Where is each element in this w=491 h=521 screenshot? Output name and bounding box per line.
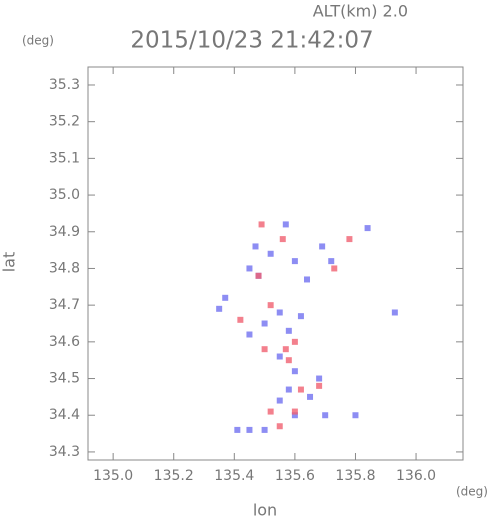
- echo-point: [304, 276, 311, 283]
- x-tick-label: 135.0: [93, 468, 133, 484]
- y-tick-label: 35.3: [49, 77, 80, 93]
- echo-point: [297, 313, 304, 320]
- echo-point: [276, 309, 283, 316]
- echo-point: [346, 236, 353, 243]
- x-axis-label: lon: [253, 501, 277, 520]
- echo-point: [237, 316, 244, 323]
- echo-point: [258, 221, 265, 228]
- x-tick-label: 135.4: [214, 468, 254, 484]
- x-unit: (deg): [456, 485, 488, 499]
- echo-point: [331, 265, 338, 272]
- echo-point: [246, 331, 253, 338]
- echo-point: [285, 386, 292, 393]
- x-tick-label: 135.6: [275, 468, 315, 484]
- echo-point: [291, 368, 298, 375]
- y-tick-label: 34.9: [49, 224, 80, 240]
- echo-point: [216, 305, 223, 312]
- echo-point: [267, 250, 274, 257]
- echo-point: [276, 397, 283, 404]
- echo-point: [307, 393, 314, 400]
- plot-frame: [87, 66, 464, 461]
- echo-point: [261, 320, 268, 327]
- y-tick-label: 34.6: [49, 334, 80, 350]
- echo-point: [316, 382, 323, 389]
- echo-point: [285, 357, 292, 364]
- echo-point: [267, 302, 274, 309]
- annotation: ALT(km) 2.0: [313, 2, 408, 21]
- echo-point: [222, 294, 229, 301]
- echo-point: [261, 426, 268, 433]
- y-tick-label: 34.7: [49, 297, 80, 313]
- y-tick-label: 35.2: [49, 114, 80, 130]
- y-unit: (deg): [22, 34, 54, 48]
- echo-point: [282, 221, 289, 228]
- echo-point: [322, 412, 329, 419]
- echo-point: [276, 353, 283, 360]
- x-tick-label: 136.0: [396, 468, 436, 484]
- echo-point: [291, 338, 298, 345]
- echo-point: [252, 243, 259, 250]
- echo-point: [291, 258, 298, 265]
- echo-point: [352, 412, 359, 419]
- echo-point: [291, 408, 298, 415]
- y-tick-label: 34.3: [49, 444, 80, 460]
- echo-point: [234, 426, 241, 433]
- echo-point: [246, 426, 253, 433]
- echo-point: [291, 412, 298, 419]
- y-tick-label: 35.0: [49, 187, 80, 203]
- echo-point: [267, 408, 274, 415]
- x-tick-label: 135.8: [335, 468, 375, 484]
- echo-point: [328, 258, 335, 265]
- echo-point: [261, 346, 268, 353]
- echo-point: [319, 243, 326, 250]
- x-tick-label: 135.2: [154, 468, 194, 484]
- echo-point: [297, 386, 304, 393]
- y-axis-label: lat: [0, 252, 19, 273]
- y-tick-label: 34.4: [49, 407, 80, 423]
- echo-point: [285, 327, 292, 334]
- y-tick-label: 35.1: [49, 150, 80, 166]
- echo-point: [255, 272, 262, 279]
- echo-point: [391, 309, 398, 316]
- echo-point: [282, 346, 289, 353]
- chart-title: 2015/10/23 21:42:07: [130, 28, 373, 54]
- echo-point: [316, 375, 323, 382]
- echo-point: [364, 225, 371, 232]
- echo-point: [279, 236, 286, 243]
- y-tick-label: 34.8: [49, 260, 80, 276]
- echo-point: [246, 265, 253, 272]
- y-tick-label: 34.5: [49, 371, 80, 387]
- echo-point: [276, 423, 283, 430]
